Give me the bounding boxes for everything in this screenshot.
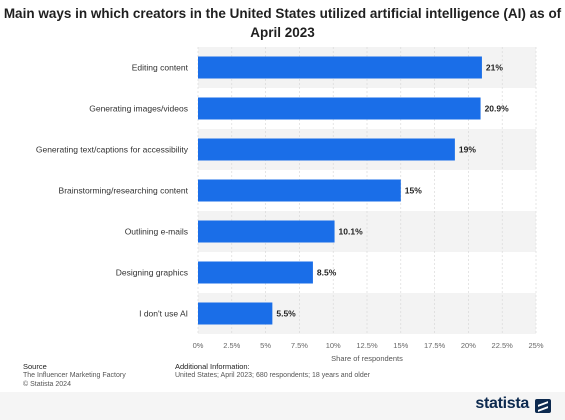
x-tick-label: 10% bbox=[326, 341, 341, 350]
x-tick-label: 5% bbox=[260, 341, 271, 350]
source-line-2: © Statista 2024 bbox=[23, 381, 71, 388]
value-label: 21% bbox=[486, 63, 503, 73]
x-tick-label: 20% bbox=[461, 341, 476, 350]
source-heading: Source bbox=[23, 362, 47, 371]
category-label: Generating text/captions for accessibili… bbox=[36, 145, 189, 155]
x-tick-label: 17.5% bbox=[424, 341, 446, 350]
category-label: Editing content bbox=[132, 63, 189, 73]
bar bbox=[198, 261, 313, 284]
value-label: 10.1% bbox=[339, 227, 364, 237]
brand-bar: statista bbox=[0, 392, 565, 420]
additional-info-text: United States; April 2023; 680 responden… bbox=[175, 372, 370, 379]
value-label: 5.5% bbox=[276, 309, 296, 319]
bar bbox=[198, 56, 482, 79]
x-tick-label: 12.5% bbox=[356, 341, 378, 350]
value-label: 19% bbox=[459, 145, 476, 155]
bar bbox=[198, 302, 273, 325]
bar bbox=[198, 179, 401, 202]
bar-chart: 0% 2.5% 5% 7.5% 10% 12.5% 15% 17.5% 20% 22.5% 25% E… bbox=[36, 47, 544, 363]
bar bbox=[198, 97, 481, 120]
x-axis-title: Share of respondents bbox=[331, 354, 403, 363]
x-tick-label: 25% bbox=[528, 341, 543, 350]
source-block: Source The Influencer Marketing Factory … bbox=[23, 362, 126, 389]
x-tick-label: 15% bbox=[393, 341, 408, 350]
bar bbox=[198, 220, 335, 243]
source-line-1: The Influencer Marketing Factory bbox=[23, 372, 126, 379]
x-tick-label: 2.5% bbox=[223, 341, 240, 350]
value-label: 20.9% bbox=[485, 104, 510, 114]
x-tick-label: 0% bbox=[193, 341, 204, 350]
category-label: Designing graphics bbox=[116, 268, 188, 278]
category-label: Generating images/videos bbox=[89, 104, 188, 114]
x-tick-label: 7.5% bbox=[291, 341, 308, 350]
statista-logo-icon[interactable] bbox=[535, 399, 551, 413]
value-label: 15% bbox=[405, 186, 422, 196]
category-label: I don't use AI bbox=[139, 309, 188, 319]
statista-logo-text[interactable]: statista bbox=[475, 395, 529, 412]
value-label: 8.5% bbox=[317, 268, 337, 278]
chart-title: Main ways in which creators in the Unite… bbox=[3, 6, 562, 40]
bar bbox=[198, 138, 455, 161]
category-label: Outlining e-mails bbox=[125, 227, 188, 237]
category-label: Brainstorming/researching content bbox=[59, 186, 189, 196]
additional-info-heading: Additional Information: bbox=[175, 362, 250, 371]
x-tick-label: 22.5% bbox=[492, 341, 514, 350]
additional-info-block: Additional Information: United States; A… bbox=[175, 362, 370, 380]
